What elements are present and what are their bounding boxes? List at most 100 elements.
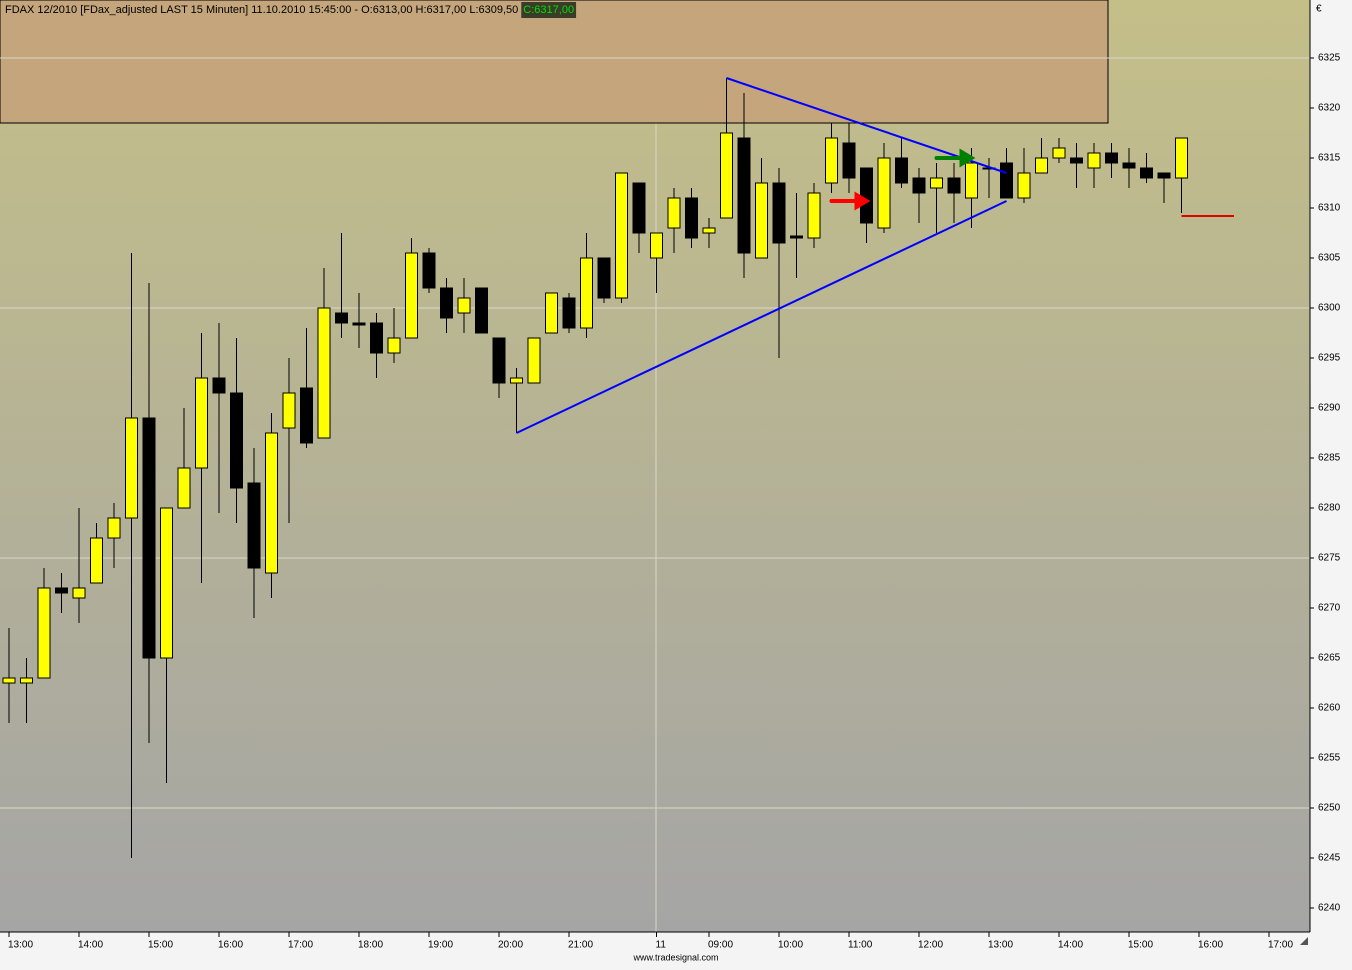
- x-tick-label: 10:00: [778, 940, 803, 951]
- candle-body: [650, 232, 663, 259]
- candle-body: [1000, 162, 1013, 199]
- x-tick-label: 19:00: [428, 940, 453, 951]
- candle-body: [230, 392, 243, 489]
- x-tick-label: 17:00: [1268, 940, 1293, 951]
- candle-body: [37, 587, 51, 679]
- x-tick-label: 15:00: [148, 940, 173, 951]
- candle-body: [422, 252, 436, 289]
- candle-body: [1087, 152, 1101, 169]
- candle-body: [1140, 167, 1153, 179]
- y-tick-label: 6265: [1318, 653, 1341, 664]
- x-tick-label: 15:00: [1128, 940, 1153, 951]
- candle-body: [825, 137, 838, 184]
- candle-body: [790, 235, 803, 239]
- candle-body: [545, 292, 558, 334]
- candle-body: [475, 287, 488, 334]
- candle-body: [265, 432, 278, 574]
- candle-body: [737, 137, 751, 254]
- y-tick-label: 6245: [1318, 853, 1341, 864]
- chart-title: FDAX 12/2010 [FDax_adjusted LAST 15 Minu…: [5, 4, 518, 16]
- candle-body: [510, 377, 523, 384]
- close-label: C:6317,00: [523, 4, 574, 16]
- y-tick-label: 6280: [1318, 503, 1341, 514]
- candle-body: [335, 312, 348, 324]
- candle-body: [282, 392, 296, 429]
- candle-body: [195, 377, 208, 469]
- candle-body: [317, 307, 331, 439]
- y-tick-label: 6300: [1318, 303, 1341, 314]
- source: www.tradesignal.com: [632, 952, 718, 962]
- x-tick-label: 13:00: [988, 940, 1013, 951]
- candle-body: [860, 167, 873, 224]
- candle-body: [685, 197, 698, 239]
- y-tick-label: 6325: [1318, 53, 1341, 64]
- candle-body: [1017, 172, 1031, 199]
- candle-body: [1070, 157, 1083, 164]
- candle-body: [965, 162, 978, 199]
- candle-body: [1035, 157, 1048, 174]
- candle-body: [405, 252, 418, 339]
- candle-body: [1052, 147, 1066, 159]
- candle-body: [755, 182, 768, 259]
- candle-body: [440, 287, 453, 319]
- x-tick-label: 14:00: [1058, 940, 1083, 951]
- candle-body: [912, 177, 926, 194]
- trendline: [516, 200, 1007, 434]
- y-tick-label: 6285: [1318, 453, 1341, 464]
- candle-body: [632, 182, 646, 234]
- x-tick-label: 11: [656, 940, 667, 951]
- candle-body: [807, 192, 821, 239]
- y-tick-label: 6290: [1318, 403, 1341, 414]
- plot-area: [0, 0, 1310, 858]
- candle-body: [160, 507, 173, 659]
- candle-body: [107, 517, 121, 539]
- candle-body: [300, 387, 313, 444]
- x-tick-label: 21:00: [568, 940, 593, 951]
- x-tick-label: 20:00: [498, 940, 523, 951]
- candle-body: [20, 677, 33, 684]
- x-tick-label: 17:00: [288, 940, 313, 951]
- candle-body: [842, 142, 856, 179]
- candle-body: [72, 587, 86, 599]
- x-tick-label: 09:00: [708, 940, 733, 951]
- candle-body: [580, 257, 593, 329]
- y-tick-label: 6305: [1318, 253, 1341, 264]
- candle-body: [247, 482, 261, 569]
- y-tick-label: 6255: [1318, 753, 1341, 764]
- x-tick-label: 18:00: [358, 940, 383, 951]
- candle-body: [527, 337, 541, 384]
- y-tick-label: 6250: [1318, 803, 1341, 814]
- candle-body: [772, 182, 786, 244]
- candle-body: [370, 322, 383, 354]
- y-tick-label: 6310: [1318, 203, 1341, 214]
- y-tick-label: 6315: [1318, 153, 1341, 164]
- y-tick-label: 6275: [1318, 553, 1341, 564]
- x-tick-label: 16:00: [1198, 940, 1223, 951]
- y-tick-label: 6320: [1318, 103, 1341, 114]
- candle-body: [457, 297, 471, 314]
- candle-body: [667, 197, 681, 229]
- close-label-background: [521, 2, 577, 18]
- candle-body: [562, 297, 576, 329]
- candle-body: [55, 587, 68, 594]
- candle-body: [615, 172, 628, 299]
- x-tick-label: 14:00: [78, 940, 103, 951]
- candle-body: [720, 132, 733, 219]
- x-tick-label: 16:00: [218, 940, 243, 951]
- candle-body: [702, 227, 716, 234]
- candle-body: [947, 177, 961, 194]
- candle-body: [125, 417, 138, 519]
- y-tick-label: 6270: [1318, 603, 1341, 614]
- candle-body: [1157, 172, 1171, 179]
- candle-body: [142, 417, 156, 659]
- resistance-zone: [0, 0, 1109, 124]
- x-tick-label: 13:00: [8, 940, 33, 951]
- candle-body: [1105, 152, 1118, 164]
- arrow: [934, 148, 976, 168]
- candle-body: [492, 337, 506, 384]
- candle-body: [90, 537, 103, 584]
- y-tick-label: 6260: [1318, 703, 1341, 714]
- y-tick-label: 6295: [1318, 353, 1341, 364]
